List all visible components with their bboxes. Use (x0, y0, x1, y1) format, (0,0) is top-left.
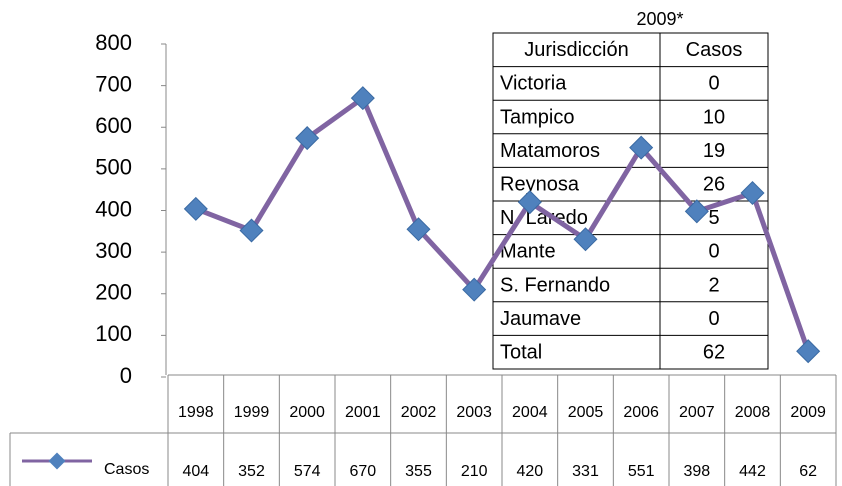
data-point (462, 277, 487, 302)
data-point (406, 217, 431, 242)
table-value: 551 (628, 463, 655, 480)
table-value: 210 (461, 463, 488, 480)
table-cell: 5 (708, 207, 719, 229)
x-tick-label: 2004 (512, 404, 548, 421)
data-point (183, 196, 208, 221)
table-cell: Jaumave (500, 308, 581, 330)
table-value: 574 (294, 463, 321, 480)
x-tick-label: 2005 (568, 404, 604, 421)
x-tick-label: 2003 (456, 404, 492, 421)
table-value: 62 (799, 463, 817, 480)
y-tick-label: 400 (95, 196, 132, 221)
y-tick-label: 100 (95, 321, 132, 346)
y-tick-label: 800 (95, 30, 132, 55)
table-cell: S. Fernando (500, 274, 610, 296)
y-tick-label: 600 (95, 113, 132, 138)
table-value: 670 (349, 463, 376, 480)
data-point (239, 218, 264, 243)
legend-label: Casos (104, 461, 149, 478)
table-cell: 0 (708, 241, 719, 263)
table-cell: Total (500, 341, 542, 363)
table-cell: 62 (703, 341, 725, 363)
x-tick-label: 2000 (289, 404, 325, 421)
data-point (684, 199, 709, 224)
x-tick-label: 2009 (790, 404, 826, 421)
table-cell: 0 (708, 73, 719, 95)
table-value: 331 (572, 463, 599, 480)
table-value: 420 (516, 463, 543, 480)
table-header: Jurisdicción (524, 39, 628, 61)
x-tick-label: 2008 (735, 404, 771, 421)
y-tick-label: 300 (95, 238, 132, 263)
y-tick-label: 500 (95, 155, 132, 180)
x-tick-label: 2007 (679, 404, 715, 421)
table-cell: 19 (703, 140, 725, 162)
table-cell: Mante (500, 241, 556, 263)
series-line (194, 95, 811, 353)
data-point (517, 190, 542, 215)
data-point (295, 126, 320, 151)
table-value: 355 (405, 463, 432, 480)
table-cell: Reynosa (500, 173, 580, 195)
data-point (573, 227, 598, 252)
y-tick-label: 700 (95, 71, 132, 96)
table-value: 404 (182, 463, 209, 480)
y-tick-label: 0 (120, 363, 132, 388)
x-tick-label: 1998 (178, 404, 214, 421)
table-cell: 26 (703, 173, 725, 195)
data-point (629, 135, 654, 160)
table-cell: Tampico (500, 106, 574, 128)
table-value: 352 (238, 463, 265, 480)
table-value: 442 (739, 463, 766, 480)
table-value: 398 (683, 463, 710, 480)
x-tick-label: 2002 (401, 404, 437, 421)
data-point (740, 180, 765, 206)
x-tick-label: 1999 (234, 404, 270, 421)
table-cell: 2 (708, 274, 719, 296)
data-point (796, 339, 821, 364)
table-cell: Victoria (500, 73, 567, 95)
table-cell: Matamoros (500, 140, 600, 162)
y-tick-label: 200 (95, 280, 132, 305)
table-cell: 10 (703, 106, 725, 128)
x-tick-label: 2006 (623, 404, 659, 421)
legend-marker (48, 452, 66, 470)
table-cell: 0 (708, 308, 719, 330)
x-tick-label: 2001 (345, 404, 381, 421)
table-header: Casos (686, 39, 743, 61)
data-point (350, 86, 375, 111)
table-title: 2009* (636, 9, 683, 29)
